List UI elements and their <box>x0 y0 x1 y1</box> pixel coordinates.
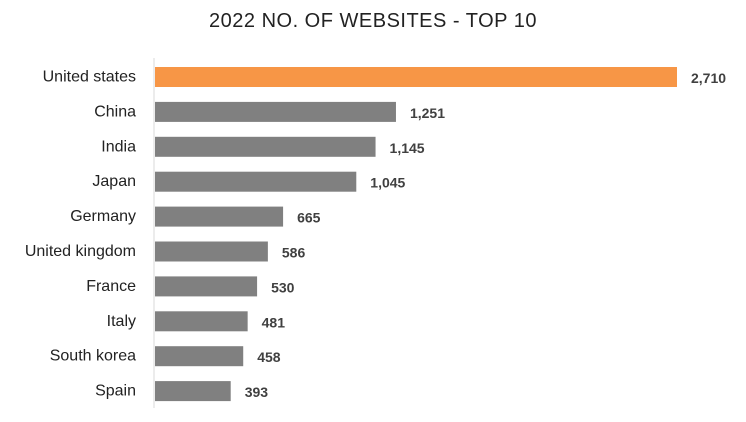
bar-united-kingdom <box>155 241 268 262</box>
category-label-italy: Italy <box>107 313 136 330</box>
bar-italy <box>155 311 248 332</box>
bar-south-korea <box>155 346 244 367</box>
value-label-united-states: 2,710 <box>691 70 726 86</box>
bar-france <box>155 276 258 297</box>
category-label-japan: Japan <box>92 173 136 190</box>
category-label-india: India <box>101 138 136 155</box>
bar-china <box>155 101 396 122</box>
value-label-india: 1,145 <box>390 140 425 156</box>
category-label-united-kingdom: United kingdom <box>25 243 136 260</box>
value-label-united-kingdom: 586 <box>282 245 306 261</box>
value-label-germany: 665 <box>297 210 321 226</box>
chart-title: 2022 NO. OF WEBSITES - TOP 10 <box>209 10 537 32</box>
bar-spain <box>155 381 231 402</box>
value-label-italy: 481 <box>262 314 286 330</box>
category-label-germany: Germany <box>70 208 136 225</box>
bar-united-states <box>155 67 677 87</box>
value-label-south-korea: 458 <box>257 349 281 365</box>
bar-japan <box>155 171 357 192</box>
bar-germany <box>155 206 284 227</box>
value-label-japan: 1,045 <box>370 175 405 191</box>
value-label-france: 530 <box>271 279 295 295</box>
category-label-france: France <box>86 278 136 295</box>
category-label-united-states: United states <box>43 69 136 86</box>
category-label-china: China <box>94 103 136 120</box>
category-label-south-korea: South korea <box>50 348 136 365</box>
bar-india <box>155 136 376 157</box>
bars: United states 2,710 China 1,251 India 1,145 Ja… <box>25 67 726 402</box>
value-label-china: 1,251 <box>410 105 445 121</box>
category-label-spain: Spain <box>95 383 136 400</box>
value-label-spain: 393 <box>245 384 269 400</box>
